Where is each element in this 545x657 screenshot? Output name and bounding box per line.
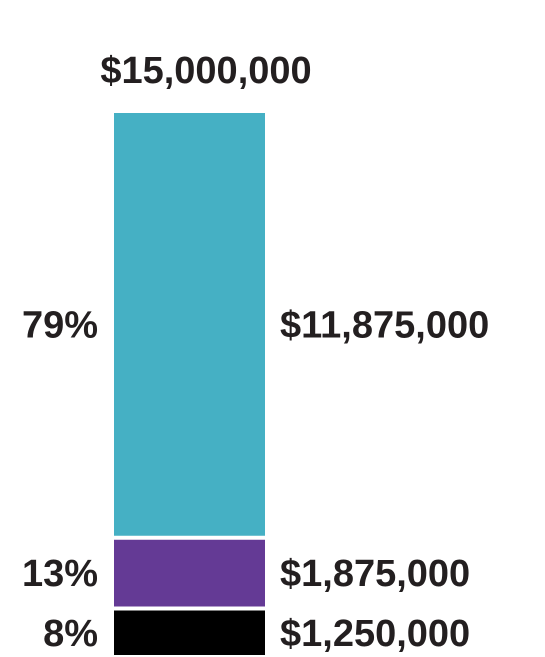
bar-segment-1 <box>114 113 265 536</box>
value-label-2: $1,875,000 <box>280 553 470 595</box>
percent-label-2: 13% <box>22 553 98 595</box>
value-label-3: $1,250,000 <box>280 613 470 655</box>
percent-label-3: 8% <box>43 613 98 655</box>
percent-label-1: 79% <box>22 304 98 346</box>
value-label-1: $11,875,000 <box>280 304 489 346</box>
total-value-label: $15,000,000 <box>100 50 311 92</box>
bar-segment-3 <box>114 610 265 655</box>
bar-segment-2 <box>114 539 265 607</box>
bar-segments: 79% $11,875,000 13% $1,875,000 8% $1,250,000 <box>22 113 489 655</box>
